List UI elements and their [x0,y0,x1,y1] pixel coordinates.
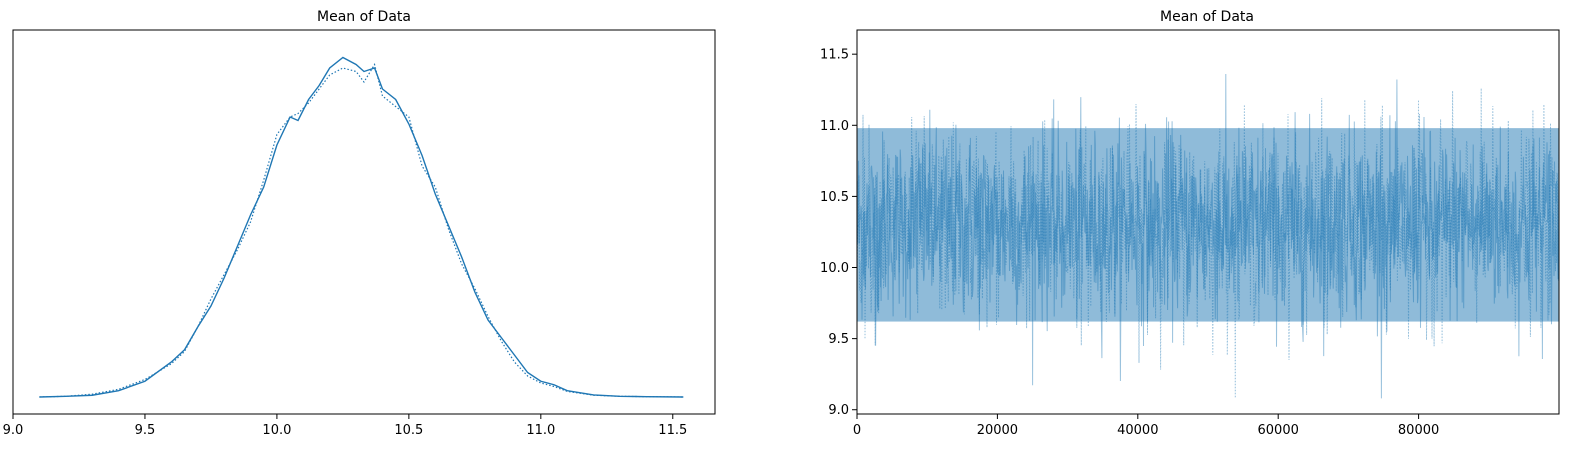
x-tick-label: 40000 [1117,423,1158,438]
trace-plot-title: Mean of Data [1160,9,1254,25]
y-tick-label: 10.5 [820,190,849,205]
trace-x-axis: 0 20000 40000 60000 80000 [853,414,1439,438]
density-plot-title: Mean of Data [317,9,411,25]
trace-plot-frame [856,29,1560,415]
x-tick-label: 60000 [1258,423,1299,438]
x-tick-label: 9.0 [3,423,24,438]
trace-lines [857,73,1559,399]
trace-plot-panel: Mean of Data 0 20000 40000 60000 80000 9.09.… [820,9,1560,438]
y-tick-label: 9.0 [828,403,849,418]
y-tick-label: 10.0 [820,261,849,276]
density-plot-frame [12,29,716,415]
x-tick-label: 0 [853,423,861,438]
y-tick-label: 9.5 [828,332,849,347]
x-tick-label: 20000 [977,423,1018,438]
x-tick-label: 10.5 [394,423,423,438]
y-tick-label: 11.0 [820,119,849,134]
density-line-dotted [39,62,684,398]
x-tick-label: 9.5 [135,423,156,438]
x-tick-label: 80000 [1398,423,1439,438]
x-tick-label: 11.5 [658,423,687,438]
density-plot-panel: Mean of Data 9.0 9.5 10.0 10.5 11.0 11.5 [3,9,716,438]
density-lines [39,56,684,398]
density-line-solid [39,56,684,398]
trace-chain-dotted [857,88,1559,399]
y-tick-label: 11.5 [820,48,849,63]
trace-y-axis: 9.0 9.5 10.0 10.5 11.0 11.5 [820,48,857,418]
x-tick-label: 10.0 [262,423,291,438]
trace-chain-solid [857,73,1559,399]
x-tick-label: 11.0 [526,423,555,438]
density-x-axis: 9.0 9.5 10.0 10.5 11.0 11.5 [3,414,687,438]
trace-density-band [857,128,1559,322]
